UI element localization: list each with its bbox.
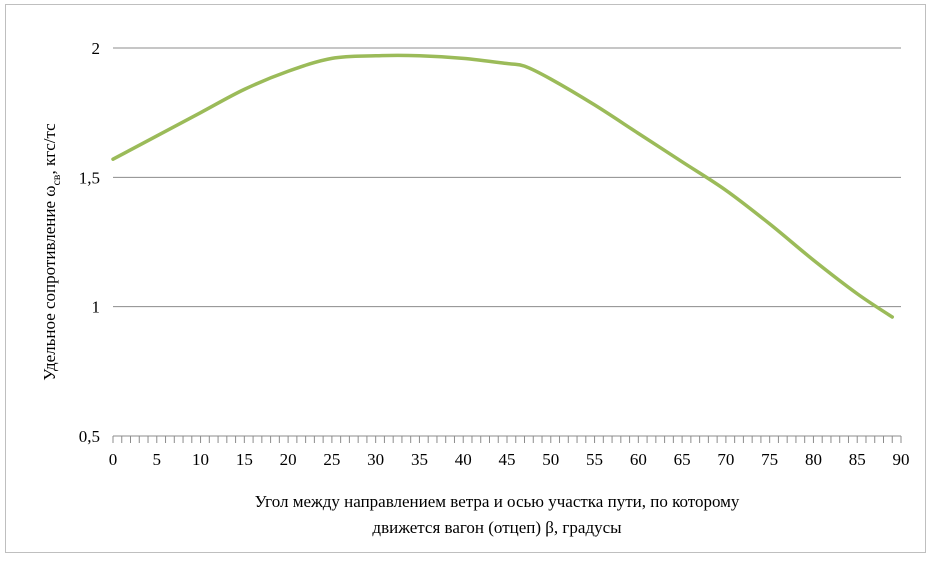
x-tick-label: 30 — [367, 450, 384, 469]
x-tick-label: 75 — [761, 450, 778, 469]
series-layer — [111, 53, 894, 319]
chart-frame: 0 5 10 15 20 25 30 35 40 45 50 55 60 65 70 75 80 85 90 0,5 1… — [5, 4, 926, 553]
x-tick-label: 55 — [586, 450, 603, 469]
y-axis-title-subscript: св — [49, 174, 63, 185]
y-tick-label: 2 — [92, 39, 101, 58]
x-tick-label: 25 — [323, 450, 340, 469]
x-tick-label: 90 — [893, 450, 910, 469]
line-chart: 0 5 10 15 20 25 30 35 40 45 50 55 60 65 70 75 80 85 90 0,5 1… — [40, 39, 910, 537]
x-tick-label: 35 — [411, 450, 428, 469]
x-tick-label: 40 — [455, 450, 472, 469]
x-tick-label: 50 — [542, 450, 559, 469]
x-axis-title-line-1: Угол между направлением ветра и осью уча… — [255, 492, 740, 511]
x-tick-label: 80 — [805, 450, 822, 469]
gridlines — [113, 47, 901, 308]
x-tick-label: 10 — [192, 450, 209, 469]
x-tick-label: 85 — [849, 450, 866, 469]
x-tick-label: 70 — [717, 450, 734, 469]
axes — [112, 435, 902, 443]
x-tick-label: 65 — [674, 450, 691, 469]
y-tick-label: 0,5 — [79, 427, 100, 446]
x-tick-label: 60 — [630, 450, 647, 469]
x-axis-title-line-2: движется вагон (отцеп) β, градусы — [372, 518, 622, 537]
y-axis-title-main: Удельное сопротивление ω — [40, 186, 59, 381]
y-axis-title-unit: , кгс/тс — [40, 123, 59, 175]
x-tick-label: 20 — [280, 450, 297, 469]
x-tick-label: 0 — [109, 450, 118, 469]
series-line — [111, 53, 894, 319]
x-tick-label: 45 — [499, 450, 516, 469]
y-tick-label: 1 — [92, 298, 101, 317]
y-tick-label: 1,5 — [79, 168, 100, 187]
axis-titles: Угол между направлением ветра и осью уча… — [40, 123, 740, 537]
y-axis-title: Удельное сопротивление ωсв, кгс/тс — [40, 123, 63, 381]
tick-labels: 0 5 10 15 20 25 30 35 40 45 50 55 60 65 70 75 80 85 90 0,5 1… — [79, 39, 910, 469]
x-tick-label: 5 — [153, 450, 162, 469]
x-tick-label: 15 — [236, 450, 253, 469]
